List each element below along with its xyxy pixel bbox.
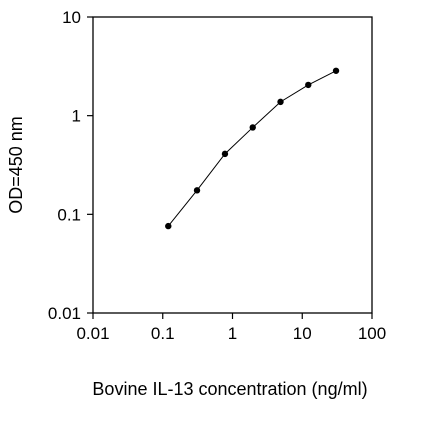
y-axis-title: OD=450 nm [6, 116, 26, 214]
x-tick-label: 1 [228, 324, 237, 343]
x-ticks: 0.01 0.1 1 10 100 [76, 313, 386, 343]
y-tick-label: 1 [72, 107, 81, 126]
x-tick-label: 10 [293, 324, 312, 343]
x-tick-label: 100 [358, 324, 386, 343]
data-point [332, 67, 340, 74]
plot-frame [92, 16, 373, 314]
data-point [249, 124, 256, 131]
series-layer [165, 67, 340, 230]
y-ticks: 0.01 0.1 1 10 [48, 8, 93, 323]
data-point [221, 150, 229, 158]
series-line [167, 70, 337, 227]
data-point [305, 81, 312, 89]
data-point [165, 222, 172, 230]
y-tick-label: 0.1 [57, 205, 81, 224]
y-tick-label: 0.01 [48, 304, 81, 323]
data-point [193, 187, 201, 194]
x-tick-label: 0.1 [151, 324, 175, 343]
y-tick-label: 10 [62, 8, 81, 27]
x-axis-title: Bovine IL-13 concentration (ng/ml) [92, 379, 367, 399]
x-tick-label: 0.01 [76, 324, 109, 343]
data-point [277, 98, 284, 106]
